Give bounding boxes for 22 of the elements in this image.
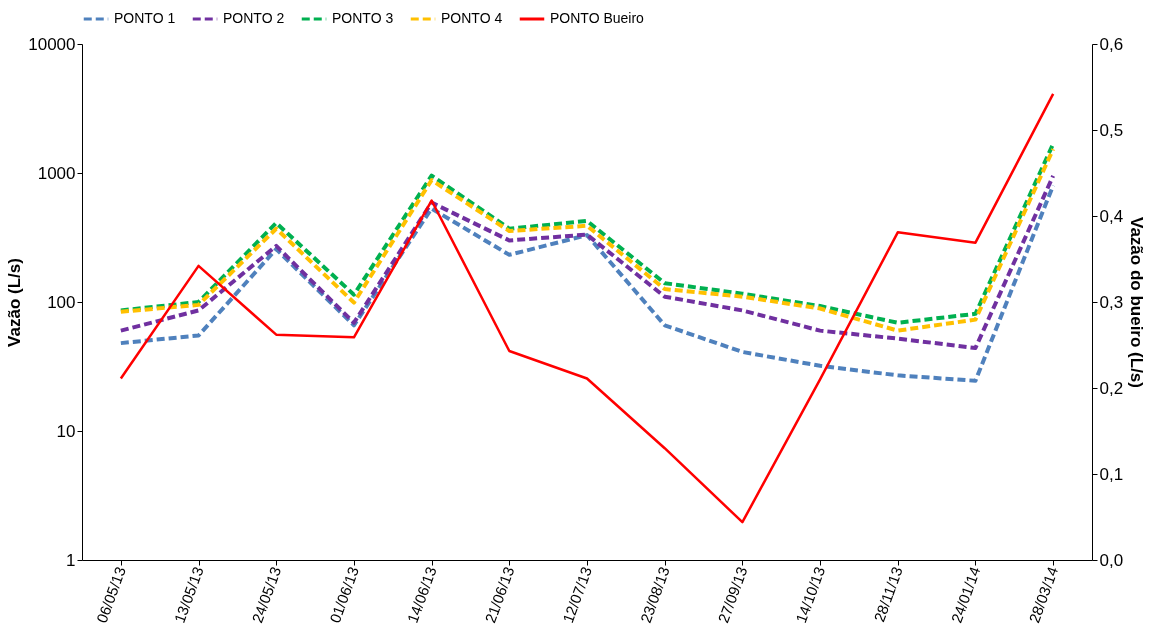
- legend-label: PONTO 1: [114, 10, 176, 26]
- y-axis-title: Vazão (L/s): [5, 258, 25, 347]
- line-series: [119, 92, 1055, 524]
- y2-tick-label: 0,1: [1099, 464, 1124, 484]
- y2-tick-label: 0,3: [1099, 292, 1124, 312]
- legend-label: PONTO Bueiro: [550, 10, 645, 26]
- y-tick-label: 10: [56, 421, 76, 441]
- y2-axis-title: Vazão do bueiro (L/s): [1127, 217, 1147, 388]
- legend-label: PONTO 4: [441, 10, 503, 26]
- y2-tick-label: 0,4: [1099, 206, 1124, 226]
- y-tick-label: 1: [66, 550, 76, 570]
- y2-tick-label: 0,2: [1099, 378, 1124, 398]
- y-tick-label: 1000: [37, 163, 76, 183]
- line-series: [118, 173, 1056, 350]
- y-tick-label: 10000: [28, 34, 76, 54]
- y2-tick-label: 0,0: [1099, 550, 1124, 570]
- line-series: [118, 183, 1056, 383]
- y-tick-label: 100: [47, 292, 76, 312]
- y2-tick-label: 0,6: [1099, 34, 1124, 54]
- legend-label: PONTO 2: [223, 10, 285, 26]
- legend-label: PONTO 3: [332, 10, 394, 26]
- y2-tick-label: 0,5: [1099, 120, 1124, 140]
